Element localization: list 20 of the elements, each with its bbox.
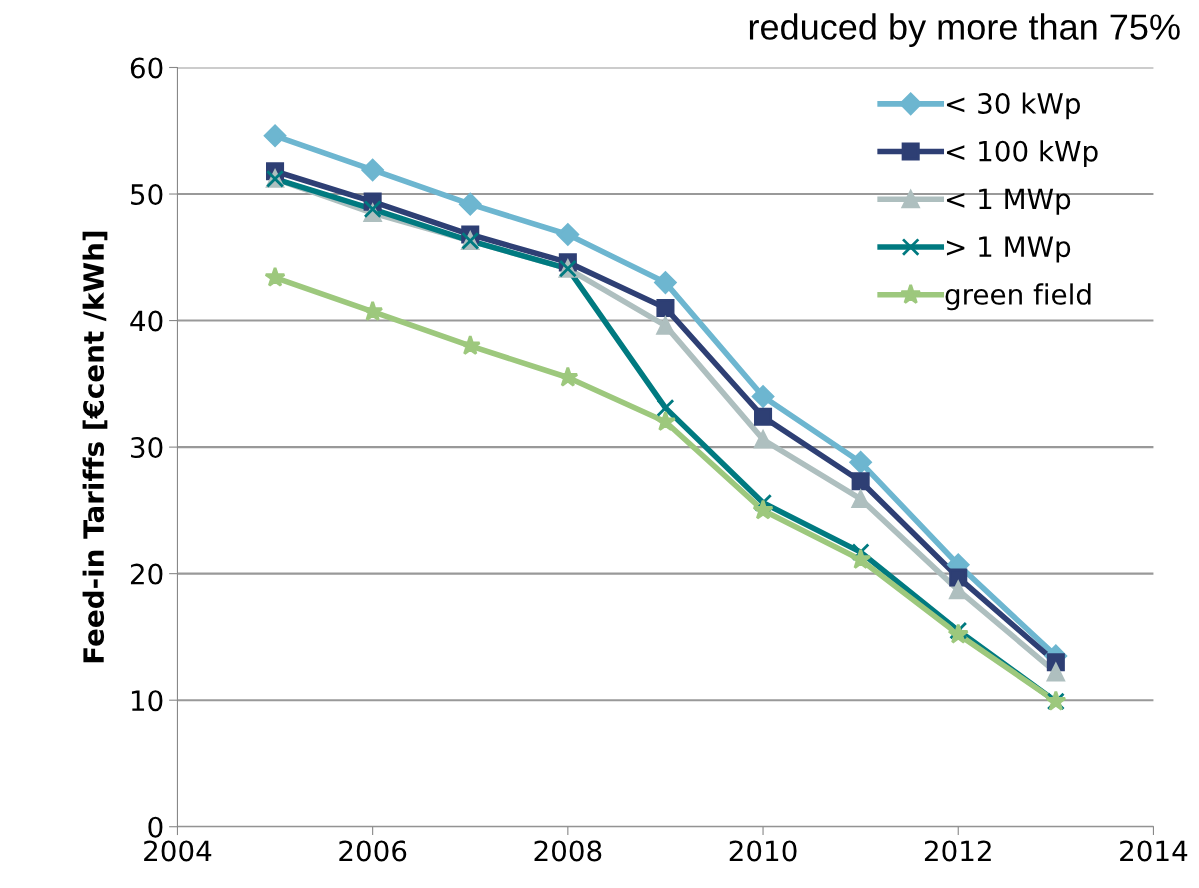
x-tick-label: 2010 [729,840,797,862]
y-tick-label: 0 [148,816,163,838]
y-tick-label: 30 [131,437,163,459]
y-axis-title: Feed-in Tariffs [€cent /kWh] [82,231,108,663]
legend-label: > 1 MWp [946,236,1071,263]
legend-label: < 1 MWp [946,188,1071,215]
y-tick-label: 50 [131,183,163,205]
chart-title: reduced by more than 75% [749,13,1180,47]
y-tick-label: 40 [130,310,163,332]
x-tick-label: 2008 [534,840,602,862]
x-tick-label: 2014 [1120,840,1188,862]
y-tick-label: 10 [131,690,163,712]
y-tick-label: 60 [130,57,163,79]
x-tick-label: 2006 [339,840,407,862]
y-tick-label: 20 [130,563,163,585]
x-tick-label: 2012 [924,840,991,862]
legend-label: < 30 kWp [946,92,1080,120]
legend-label: green field [945,283,1091,311]
legend-label: < 100 kWp [946,140,1098,168]
x-tick-label: 2004 [144,840,212,862]
